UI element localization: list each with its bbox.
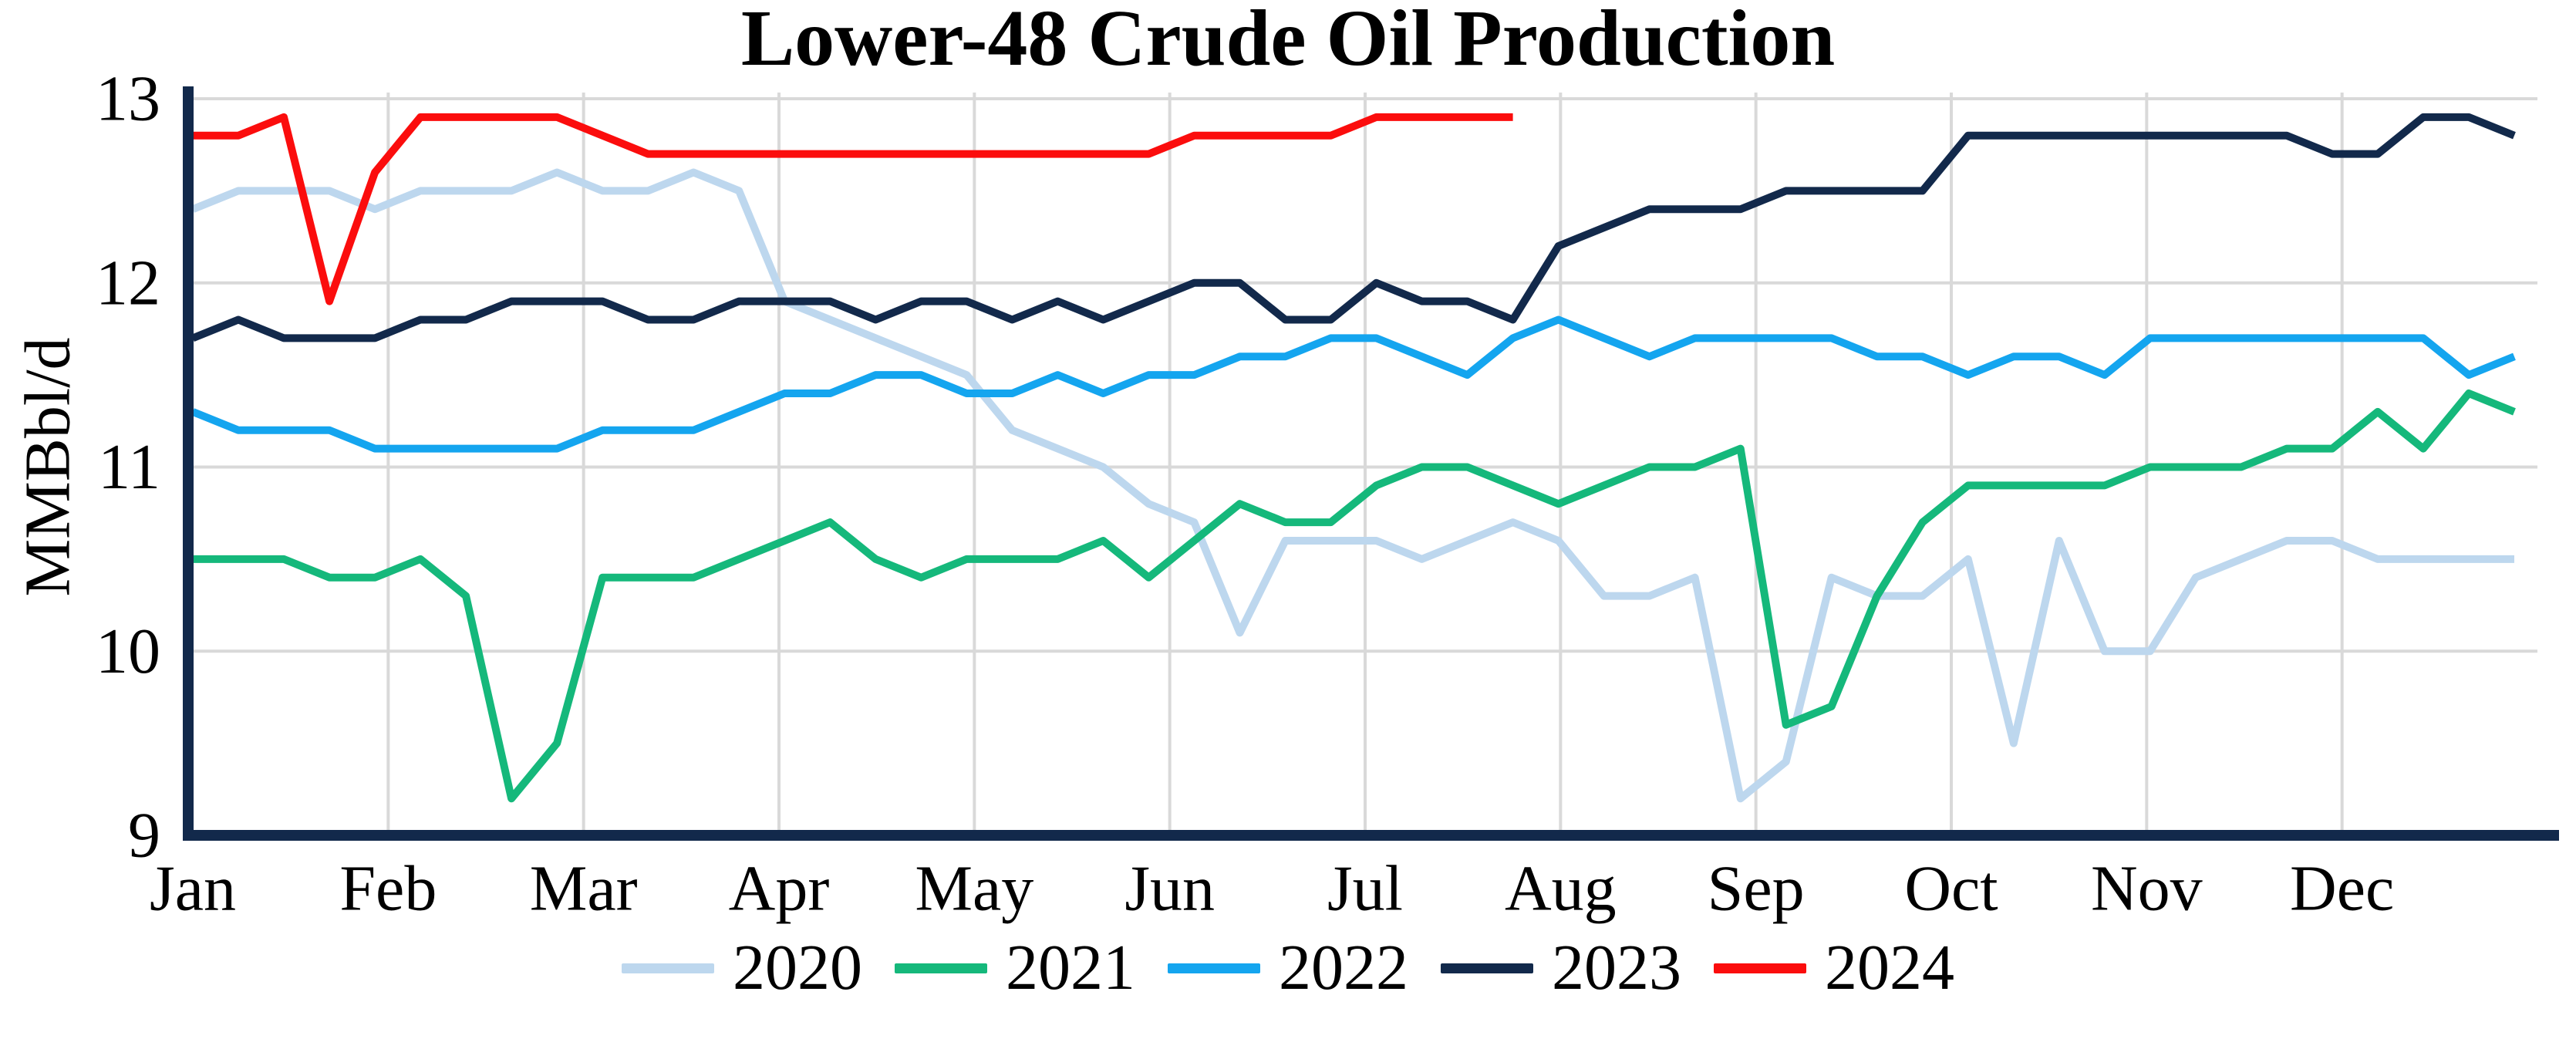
legend-swatch-2020 — [622, 963, 714, 973]
x-tick-label-Jun: Jun — [1124, 853, 1215, 925]
legend-item-2022: 2022 — [1168, 936, 1408, 1000]
y-tick-label-12: 12 — [96, 247, 160, 319]
legend-item-2023: 2023 — [1441, 936, 1681, 1000]
y-axis-title: MMBbl/d — [12, 337, 84, 596]
y-tick-label-10: 10 — [96, 616, 160, 687]
legend-swatch-2023 — [1441, 963, 1533, 973]
legend-item-2021: 2021 — [895, 936, 1135, 1000]
x-tick-label-May: May — [915, 853, 1033, 925]
legend-swatch-2021 — [895, 963, 987, 973]
chart-title: Lower-48 Crude Oil Production — [740, 0, 1836, 83]
legend-label-2024: 2024 — [1825, 932, 1954, 1003]
x-tick-label-Aug: Aug — [1505, 853, 1617, 925]
series-line-2022 — [191, 315, 2516, 453]
legend: 2020 2021 2022 2023 2024 — [0, 926, 2576, 1010]
x-tick-label-Jul: Jul — [1327, 853, 1403, 925]
legend-swatch-2024 — [1714, 963, 1806, 973]
legend-label-2020: 2020 — [733, 932, 862, 1003]
x-tick-label-Nov: Nov — [2091, 853, 2203, 925]
legend-swatch-2022 — [1168, 963, 1260, 973]
series-line-2024 — [193, 113, 1513, 305]
x-tick-label-Feb: Feb — [339, 853, 437, 925]
legend-item-2020: 2020 — [622, 936, 862, 1000]
legend-label-2022: 2022 — [1279, 932, 1408, 1003]
legend-label-2023: 2023 — [1552, 932, 1681, 1003]
x-tick-label-Apr: Apr — [729, 853, 830, 925]
legend-item-2024: 2024 — [1714, 936, 1954, 1000]
x-tick-label-Oct: Oct — [1904, 853, 1998, 925]
legend-label-2021: 2021 — [1006, 932, 1135, 1003]
x-tick-label-Jan: Jan — [150, 853, 236, 925]
x-tick-label-Dec: Dec — [2290, 853, 2394, 925]
x-tick-label-Mar: Mar — [530, 853, 638, 925]
series-line-2020 — [191, 168, 2514, 803]
series-line-2023 — [191, 113, 2516, 342]
series-line-2021 — [193, 390, 2516, 803]
x-tick-label-Sep: Sep — [1708, 853, 1805, 925]
y-tick-label-11: 11 — [98, 431, 160, 503]
y-tick-label-13: 13 — [96, 63, 160, 135]
y-tick-label-9: 9 — [128, 800, 160, 872]
